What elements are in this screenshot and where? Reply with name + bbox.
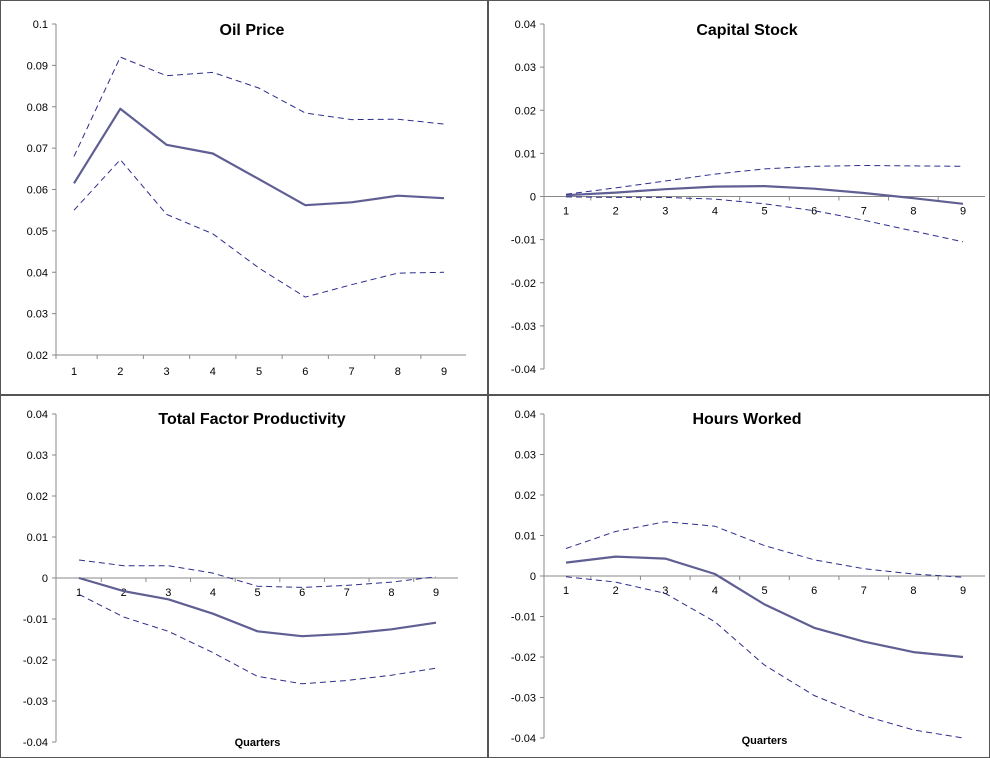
y-tick-label: -0.03	[511, 693, 536, 705]
x-tick-label: 5	[761, 206, 767, 218]
x-tick-label: 2	[613, 206, 619, 218]
x-tick-label: 6	[299, 587, 305, 599]
y-tick-label: -0.02	[23, 655, 48, 667]
x-tick-label: 7	[348, 366, 354, 378]
x-tick-label: 2	[117, 366, 123, 378]
x-tick-label: 8	[910, 585, 916, 597]
x-tick-label: 4	[210, 366, 216, 378]
y-tick-label: 0.1	[33, 19, 48, 31]
y-tick-label: 0	[530, 192, 536, 204]
chart-panel-oil-price: 0.02 0.03 0.04 0.05 0.06 0.07 0.08 0.09 0.1 1 2 3 4 5…	[0, 0, 488, 395]
y-tick-label: -0.04	[23, 737, 48, 749]
y-tick-label: 0.04	[515, 409, 536, 421]
y-tick-label: 0.04	[27, 409, 48, 421]
y-tick-label: -0.03	[23, 696, 48, 708]
y-tick-label: 0.08	[27, 102, 48, 114]
y-tick-label: -0.02	[511, 652, 536, 664]
x-tick-label: 9	[441, 366, 447, 378]
x-tick-label: 4	[210, 587, 216, 599]
y-tick-label: 0.03	[515, 62, 536, 74]
y-tick-label: 0.01	[515, 531, 536, 543]
y-tick-label: 0.02	[515, 105, 536, 117]
y-tick-label: -0.03	[511, 321, 536, 333]
y-tick-label: -0.04	[511, 733, 536, 745]
x-tick-label: 9	[433, 587, 439, 599]
y-tick-label: 0.02	[515, 490, 536, 502]
x-tick-label: 6	[811, 206, 817, 218]
x-tick-label: 5	[761, 585, 767, 597]
series-line-estimate	[78, 576, 437, 638]
chart-title: Total Factor Productivity	[158, 411, 345, 428]
series-line-lower-band	[565, 576, 964, 739]
y-tick-label: 0.02	[27, 350, 48, 362]
y-tick-label: 0.05	[27, 226, 48, 238]
series-line-estimate	[565, 185, 964, 205]
x-tick-label: 2	[613, 585, 619, 597]
y-tick-label: -0.01	[23, 614, 48, 626]
panel-frame	[0, 0, 488, 395]
y-tick-label: 0.03	[27, 309, 48, 321]
x-tick-label: 6	[302, 366, 308, 378]
x-tick-label: 4	[712, 585, 718, 597]
x-tick-label: 9	[960, 206, 966, 218]
y-tick-label: 0.03	[27, 450, 48, 462]
y-tick-label: 0.01	[515, 148, 536, 160]
x-tick-label: 3	[163, 366, 169, 378]
y-tick-label: 0.07	[27, 143, 48, 155]
y-tick-label: 0.04	[27, 267, 48, 279]
x-tick-label: 8	[388, 587, 394, 599]
x-tick-label: 8	[395, 366, 401, 378]
x-tick-label: 3	[662, 206, 668, 218]
y-tick-label: 0	[530, 571, 536, 583]
chart-title: Hours Worked	[692, 411, 801, 428]
x-tick-label: 1	[71, 366, 77, 378]
y-tick-label: 0.06	[27, 185, 48, 197]
y-tick-label: -0.01	[511, 235, 536, 247]
x-tick-label: 7	[344, 587, 350, 599]
chart-title: Capital Stock	[696, 22, 797, 39]
x-tick-label: 1	[76, 587, 82, 599]
series-line-lower-band	[73, 158, 445, 298]
x-tick-label: 4	[712, 206, 718, 218]
x-tick-label: 5	[256, 366, 262, 378]
series-line-upper-band	[565, 164, 964, 195]
y-tick-label: 0.03	[515, 450, 536, 462]
series-line-lower-band	[78, 593, 437, 685]
series-line-upper-band	[78, 559, 437, 588]
x-tick-label: 3	[165, 587, 171, 599]
y-tick-label: 0.01	[27, 532, 48, 544]
x-tick-label: 2	[121, 587, 127, 599]
x-tick-label: 1	[563, 585, 569, 597]
y-tick-label: 0.04	[515, 19, 536, 31]
series-line-estimate	[565, 555, 964, 659]
x-tick-label: 9	[960, 585, 966, 597]
x-tick-label: 8	[910, 206, 916, 218]
series-line-upper-band	[73, 56, 445, 157]
x-tick-label: 7	[861, 585, 867, 597]
chart-panel-total-factor-productivity: -0.04 -0.03 -0.02 -0.01 0 0.01 0.02 0.03 0.04 1 2 3…	[0, 395, 488, 758]
series-line-lower-band	[565, 196, 964, 243]
chart-panel-hours-worked: -0.04 -0.03 -0.02 -0.01 0 0.01 0.02 0.03 0.04 1 2 3…	[488, 395, 990, 758]
x-tick-label: 1	[563, 206, 569, 218]
y-tick-label: -0.04	[511, 364, 536, 376]
x-axis-title: Quarters	[235, 737, 281, 749]
x-tick-label: 3	[662, 585, 668, 597]
series-line-estimate	[73, 107, 445, 207]
y-tick-label: 0	[42, 573, 48, 585]
chart-title: Oil Price	[220, 22, 285, 39]
chart-panel-capital-stock: -0.04 -0.03 -0.02 -0.01 0 0.01 0.02 0.03 0.04 1 2 3…	[488, 0, 990, 395]
y-tick-label: -0.02	[511, 278, 536, 290]
x-tick-label: 6	[811, 585, 817, 597]
series-line-upper-band	[565, 521, 964, 578]
y-tick-label: 0.02	[27, 491, 48, 503]
panel-frame	[0, 395, 488, 758]
x-axis-title: Quarters	[742, 735, 788, 747]
y-tick-label: 0.09	[27, 60, 48, 72]
y-tick-label: -0.01	[511, 612, 536, 624]
x-tick-label: 7	[861, 206, 867, 218]
x-tick-label: 5	[254, 587, 260, 599]
